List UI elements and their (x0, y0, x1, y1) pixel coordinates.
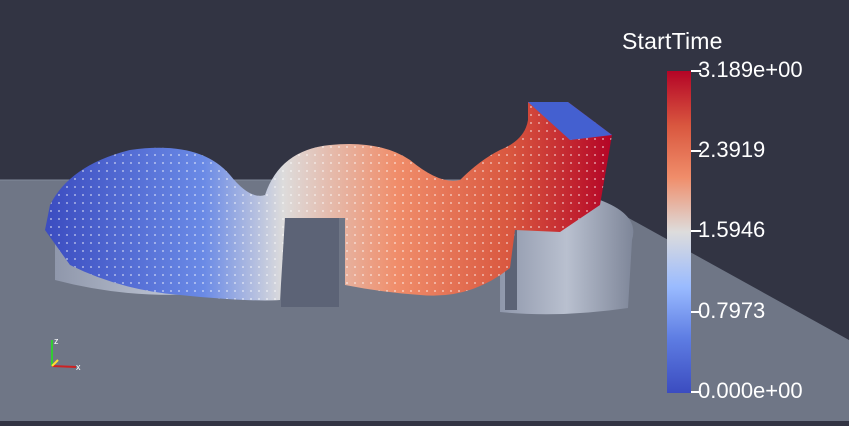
colorbar (667, 71, 691, 393)
y-axis-line (51, 359, 59, 367)
legend-tick (691, 311, 701, 313)
legend-tick-label-max: 3.189e+00 (698, 57, 803, 82)
particle-points (45, 102, 612, 301)
x-axis-line (51, 365, 77, 368)
legend-tick (691, 230, 701, 232)
legend-tick-label: 2.3919 (698, 137, 766, 162)
legend-tick (691, 70, 701, 72)
legend-title: StartTime (622, 28, 723, 54)
z-axis-label: z (54, 336, 59, 346)
x-axis-label: x (76, 362, 81, 372)
legend-tick (691, 150, 701, 152)
legend-tick (691, 391, 701, 393)
legend-tick-label-min: 0.000e+00 (698, 378, 803, 403)
orientation-axes-widget: z x (51, 336, 81, 372)
legend-tick-label: 0.7973 (698, 298, 766, 323)
legend-tick-label: 1.5946 (698, 217, 766, 242)
block-mid (281, 212, 339, 307)
outlet-top-face (528, 102, 612, 140)
